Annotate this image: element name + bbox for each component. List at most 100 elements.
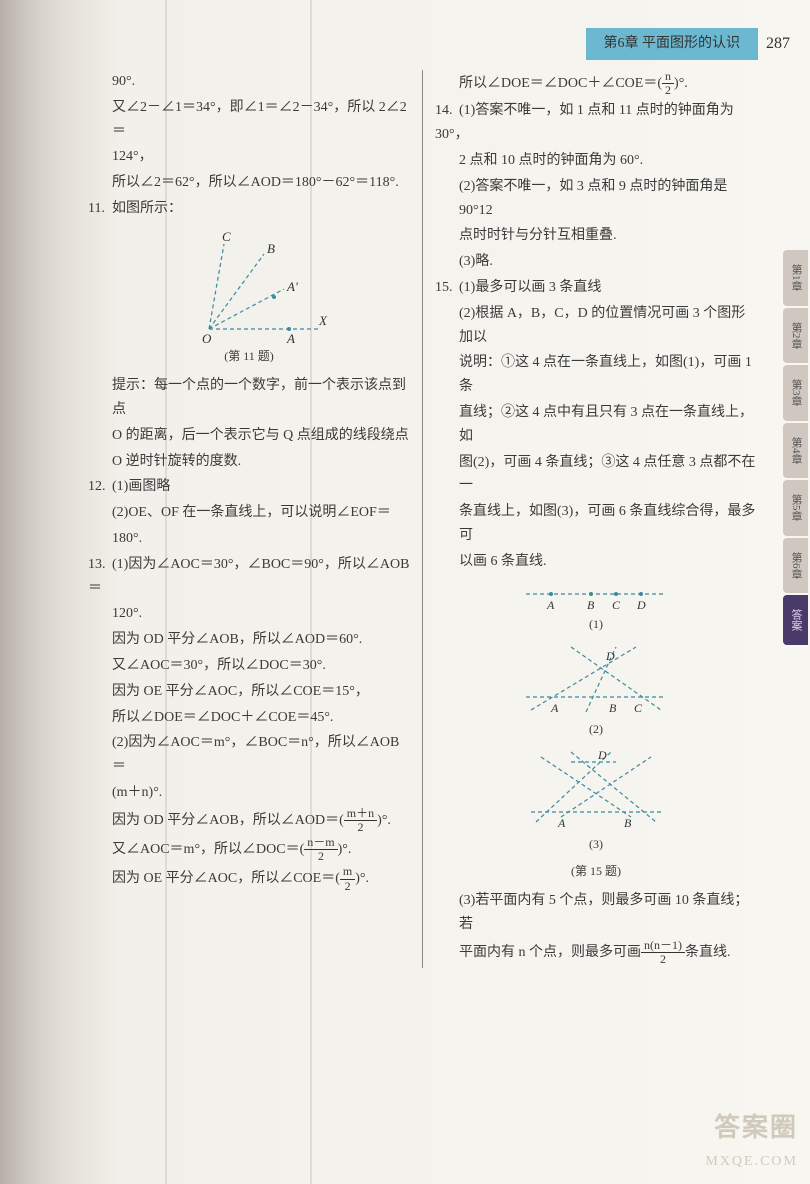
text-line: O 逆时针旋转的度数. [88,450,410,474]
figure-15-2: A B C D (2) [435,642,757,739]
content-columns: 90°. 又∠2－∠1＝34°，即∠1＝∠2－34°，所以 2∠2＝ 124°，… [80,70,765,968]
item-number: 15. [435,276,459,300]
fig-label: B [624,816,632,830]
frac-post: °. [679,76,688,91]
figure-15-3-caption: (3) [435,834,757,854]
page-header: 第6章 平面图形的认识 287 [586,28,791,60]
fig-label: C [612,598,621,612]
watermark: 答案圈 MXQE.COM [705,1106,798,1174]
text-line: (1)答案不唯一，如 1 点和 11 点时的钟面角为 30°， [435,103,734,142]
question-14: 14.(1)答案不唯一，如 1 点和 11 点时的钟面角为 30°， [435,99,757,147]
side-tabs: 第1章 第2章 第3章 第4章 第5章 第6章 答案 [783,250,808,647]
fig-label-x: X [318,313,328,328]
item-number: 14. [435,99,459,123]
figure-15-caption: (第 15 题) [435,861,757,881]
text-line: (2)OE、OF 在一条直线上，可以说明∠EOF＝ [88,501,410,525]
fraction: n2 [662,70,674,97]
item-number: 12. [88,475,112,499]
text-line: O 的距离，后一个表示它与 Q 点组成的线段绕点 [88,424,410,448]
text-line: (m＋n)°. [88,781,410,805]
text-line: 又∠2－∠1＝34°，即∠1＝∠2－34°，所以 2∠2＝ [88,96,410,144]
side-tab-ch1[interactable]: 第1章 [783,250,808,306]
question-12: 12.(1)画图略 [88,475,410,499]
fig-label-a: A [286,331,295,344]
text-line: 图(2)，可画 4 条直线；③这 4 点任意 3 点都不在一 [435,451,757,499]
figure-11: C B A' X A O (第 11 题) [88,229,410,366]
text-line: (1)最多可以画 3 条直线 [459,280,601,295]
frac-pre: 因为 OE 平分∠AOC，所以∠COE＝ [112,871,335,886]
question-15: 15.(1)最多可以画 3 条直线 [435,276,757,300]
text-line: 提示：每一个点的一个数字，前一个表示该点到点 [88,374,410,422]
figure-11-caption: (第 11 题) [88,346,410,366]
fraction: m2 [340,865,355,892]
fig-label-o: O [202,331,212,344]
text-line: 说明：①这 4 点在一条直线上，如图(1)，可画 1 条 [435,351,757,399]
watermark-line2: MXQE.COM [705,1150,798,1174]
fraction: n(n－1)2 [641,939,685,966]
text-line: 所以∠2＝62°，所以∠AOD＝180°－62°＝118°. [88,171,410,195]
fig-label: A [557,816,566,830]
text-line: (2)根据 A，B，C，D 的位置情况可画 3 个图形加以 [435,302,757,350]
frac-post: °. [360,871,369,886]
figure-15-1-caption: (1) [435,614,757,634]
fig-label-c: C [222,229,231,244]
fig-label: D [597,748,607,762]
text-line: 以画 6 条直线. [435,550,757,574]
side-tab-ch4[interactable]: 第4章 [783,423,808,479]
right-column: 所以∠DOE＝∠DOC＋∠COE＝(n2)°. 14.(1)答案不唯一，如 1 … [422,70,765,968]
text-line: 180°. [88,527,410,551]
side-tab-ch3[interactable]: 第3章 [783,365,808,421]
fig-label: A [550,701,559,715]
text-line: (3)略. [435,250,757,274]
fig-label: D [605,649,615,663]
text-line: 因为 OE 平分∠AOC，所以∠COE＝(m2)°. [88,865,410,892]
fraction: m＋n2 [344,807,377,834]
text-line: 124°， [88,145,410,169]
text-line: 2 点和 10 点时的钟面角为 60°. [435,149,757,173]
side-tab-answers[interactable]: 答案 [783,595,808,645]
page-number: 287 [766,30,790,57]
chapter-tab: 第6章 平面图形的认识 [586,28,759,60]
side-tab-ch5[interactable]: 第5章 [783,480,808,536]
figure-15-2-svg: A B C D [516,642,676,717]
fig-label: C [634,701,643,715]
text-line: 所以∠DOE＝∠DOC＋∠COE＝45°. [88,706,410,730]
figure-15-2-caption: (2) [435,719,757,739]
figure-15-1-svg: A B C D [516,582,676,612]
frac-pre: 所以∠DOE＝∠DOC＋∠COE＝ [459,76,657,91]
question-13: 13.(1)因为∠AOC＝30°，∠BOC＝90°，所以∠AOB＝ [88,553,410,601]
frac-pre: 因为 OD 平分∠AOB，所以∠AOD＝ [112,813,339,828]
figure-15-1: A B C D (1) [435,582,757,634]
text-line: 如图所示： [112,201,182,216]
frac-pre: 又∠AOC＝m°，所以∠DOC＝ [112,842,300,857]
item-number: 11. [88,197,112,221]
text-line: 条直线上，如图(3)，可画 6 条直线综合得，最多可 [435,500,757,548]
figure-15-3-svg: A B D [516,747,676,832]
text-line: 因为 OE 平分∠AOC，所以∠COE＝15°， [88,680,410,704]
text-line: 点时时针与分针互相重叠. [435,224,757,248]
text-line: 直线；②这 4 点中有且只有 3 点在一条直线上，如 [435,401,757,449]
side-tab-ch6[interactable]: 第6章 [783,538,808,594]
text-line: 平面内有 n 个点，则最多可画n(n－1)2条直线. [435,939,757,966]
fig-label: D [636,598,646,612]
left-column: 90°. 又∠2－∠1＝34°，即∠1＝∠2－34°，所以 2∠2＝ 124°，… [80,70,422,968]
text-line: (1)因为∠AOC＝30°，∠BOC＝90°，所以∠AOB＝ [88,557,409,596]
fraction: n－m2 [304,836,337,863]
text-line: (1)画图略 [112,479,170,494]
fig-label-aprime: A' [286,279,298,294]
figure-15-3: A B D (3) (第 15 题) [435,747,757,881]
fig-label: B [609,701,617,715]
frac-post: °. [382,813,391,828]
text-line: 因为 OD 平分∠AOB，所以∠AOD＝60°. [88,628,410,652]
text-line: 又∠AOC＝m°，所以∠DOC＝(n－m2)°. [88,836,410,863]
text-line: 因为 OD 平分∠AOB，所以∠AOD＝(m＋n2)°. [88,807,410,834]
side-tab-ch2[interactable]: 第2章 [783,308,808,364]
text-line: (3)若平面内有 5 个点，则最多可画 10 条直线；若 [435,889,757,937]
frac-post: °. [342,842,351,857]
figure-11-svg: C B A' X A O [169,229,329,344]
text-line: (2)答案不唯一，如 3 点和 9 点时的钟面角是 90°12 [435,175,757,223]
text-line: 所以∠DOE＝∠DOC＋∠COE＝(n2)°. [435,70,757,97]
watermark-line1: 答案圈 [705,1106,798,1150]
fig-label-b: B [267,241,275,256]
question-11: 11.如图所示： [88,197,410,221]
